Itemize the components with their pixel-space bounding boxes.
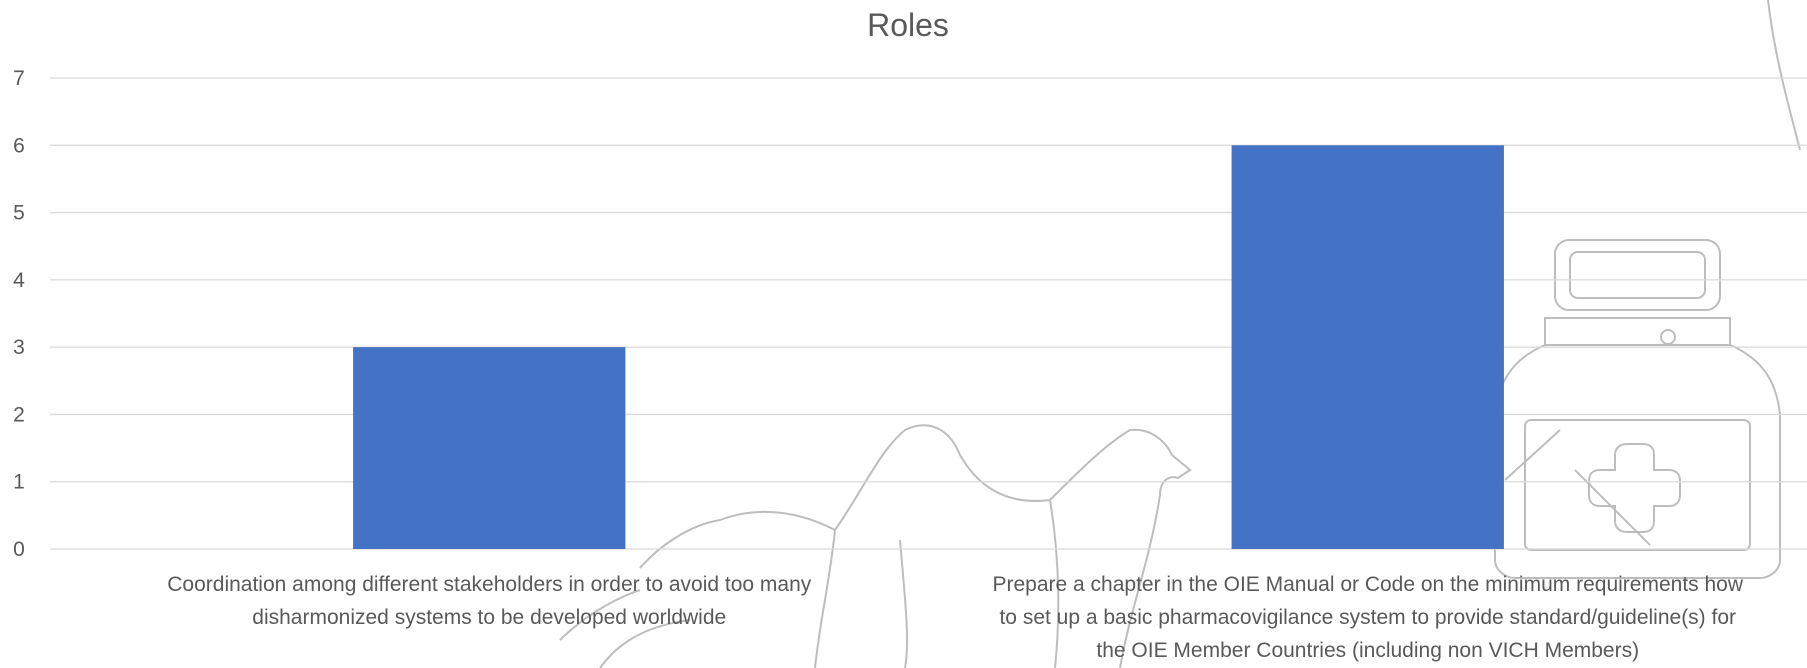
bar-2 <box>1231 145 1504 550</box>
x-category-label-line: disharmonized systems to be developed wo… <box>252 606 726 629</box>
map-border-outline <box>1504 0 1801 546</box>
x-category-label-line: to set up a basic pharmacovigilance syst… <box>999 606 1736 629</box>
x-category-label-2: Prepare a chapter in the OIE Manual or C… <box>992 573 1743 662</box>
y-tick-label-0: 0 <box>13 538 25 561</box>
y-tick-label-2: 2 <box>13 403 25 426</box>
y-tick-label-6: 6 <box>13 134 25 157</box>
camel-leg-icon <box>559 589 691 668</box>
x-category-label-line: Coordination among different stakeholder… <box>167 573 811 596</box>
x-category-label-line: the OIE Member Countries (including non … <box>1096 639 1639 662</box>
bar-1 <box>353 347 626 549</box>
chart-title: Roles <box>867 7 949 43</box>
y-tick-label-7: 7 <box>13 67 25 90</box>
camel-outline-icon <box>639 424 1192 668</box>
gridlines <box>50 77 1807 550</box>
watermark <box>559 0 1801 668</box>
x-category-label-1: Coordination among different stakeholder… <box>167 573 811 629</box>
y-tick-label-5: 5 <box>13 202 25 225</box>
y-tick-label-1: 1 <box>13 471 25 494</box>
y-axis-ticks: 0 1 2 3 4 5 6 7 <box>13 67 25 561</box>
y-tick-label-4: 4 <box>13 269 25 292</box>
y-tick-label-3: 3 <box>13 336 25 359</box>
medicine-bottle-outline-icon <box>1494 239 1781 579</box>
bars <box>353 145 1504 550</box>
x-category-label-line: Prepare a chapter in the OIE Manual or C… <box>992 573 1743 596</box>
x-axis-labels: Coordination among different stakeholder… <box>167 573 1744 662</box>
